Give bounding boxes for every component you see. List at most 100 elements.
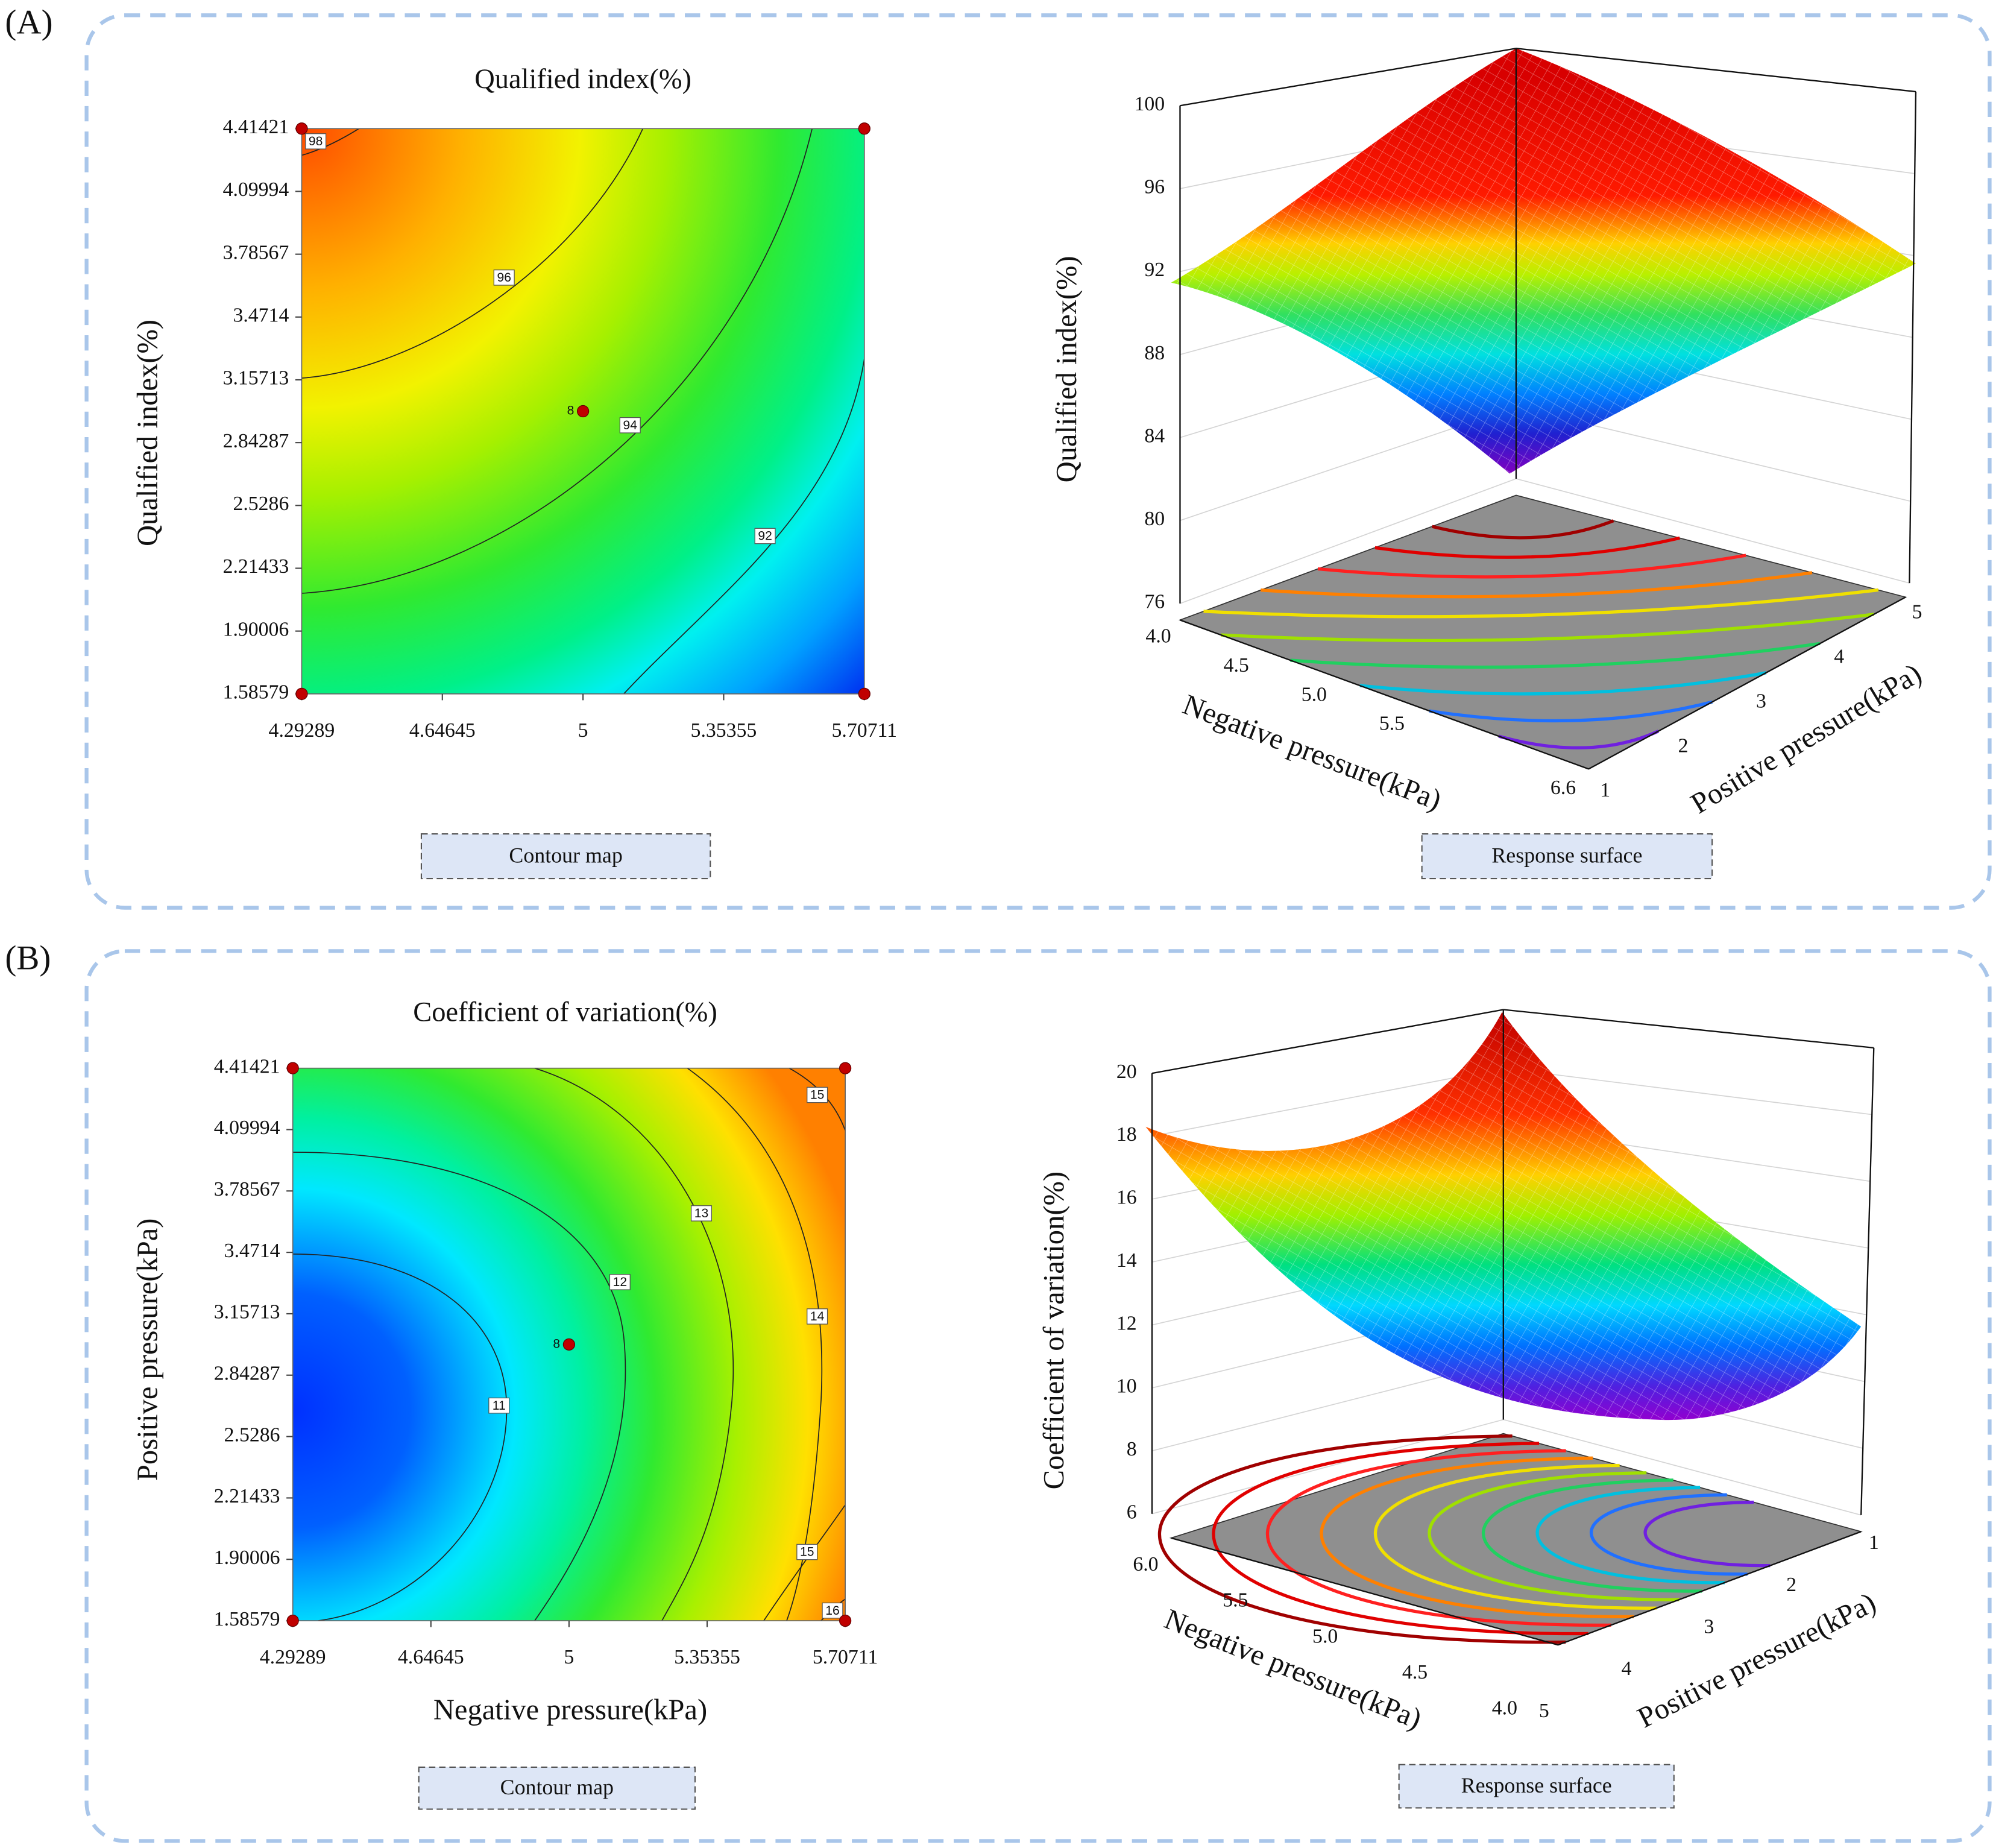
panel-frame — [84, 13, 1992, 910]
y-tick-label: 5 — [1912, 601, 1922, 623]
contour-label: 13 — [694, 1206, 708, 1220]
x-tick-label: 4.64645 — [398, 1646, 464, 1668]
y-axis-label: Qualified index(%) — [131, 320, 163, 546]
z-tick-label: 88 — [1144, 342, 1165, 364]
box-edge — [1151, 1009, 1504, 1074]
floor-contour — [1290, 642, 1821, 669]
contour-label: 14 — [810, 1310, 825, 1323]
floor-contour — [1590, 1493, 1748, 1576]
y-tick-label: 4.09994 — [214, 1117, 280, 1139]
y-tick-label: 4.41421 — [223, 116, 289, 138]
design-point — [295, 687, 308, 700]
y-tick-label: 2 — [1786, 1574, 1796, 1596]
contour-label-box — [807, 1308, 828, 1325]
contour-label: 15 — [810, 1088, 824, 1102]
x-tick-label: 5 — [578, 719, 588, 742]
floor-contour — [1320, 1456, 1634, 1618]
contour-label: 98 — [309, 134, 323, 148]
z-tick-label: 92 — [1144, 259, 1165, 281]
contour-label: 15 — [800, 1545, 814, 1559]
y-tick-label: 3.4714 — [224, 1240, 280, 1262]
contour-label: 12 — [613, 1275, 627, 1289]
z-tick-label: 14 — [1116, 1249, 1137, 1272]
x-tick-label: 4.5 — [1224, 654, 1249, 676]
x-tick-label: 4.5 — [1402, 1661, 1428, 1683]
chart-title: Coefficient of variation(%) — [413, 997, 717, 1028]
z-axis-label: Qualified index(%) — [1050, 256, 1083, 482]
floor-contour — [1265, 1449, 1611, 1627]
y-tick-label: 3 — [1704, 1615, 1714, 1638]
design-point — [839, 1062, 852, 1074]
x-tick-label: 5.70711 — [832, 719, 898, 742]
x-axis-label: Negative pressure(kPa) — [1179, 688, 1446, 816]
caption-box — [420, 833, 711, 880]
contour-label-box — [305, 133, 327, 150]
x-tick-label: 5.0 — [1302, 683, 1327, 705]
contour-line — [623, 359, 865, 695]
contour-label-box — [488, 1397, 510, 1414]
chart-title: Qualified index(%) — [474, 64, 691, 95]
contour-label-box — [609, 1274, 631, 1290]
floor-contour — [1374, 536, 1680, 559]
floor-contour — [1373, 1463, 1657, 1610]
contour-label-box — [619, 417, 641, 434]
contour-label: 94 — [623, 418, 638, 432]
floor-contour — [1643, 1500, 1771, 1568]
x-tick-label: 5.35355 — [674, 1646, 740, 1668]
contour-label-box — [493, 270, 515, 286]
y-tick-label: 1.90006 — [214, 1547, 280, 1569]
design-point — [295, 122, 308, 135]
y-tick-label: 2.5286 — [224, 1424, 280, 1446]
x-tick-label: 4.29289 — [269, 719, 335, 742]
design-point — [858, 122, 870, 135]
caption: Contour map — [500, 1775, 614, 1799]
contour-line — [534, 1067, 734, 1621]
floor-contour — [1431, 519, 1614, 540]
z-tick-label: 10 — [1116, 1375, 1137, 1398]
y-axis-label: Positive pressure(kPa) — [1632, 1586, 1881, 1735]
design-point — [562, 1338, 576, 1351]
x-tick-label: 5.70711 — [813, 1646, 878, 1668]
z-tick-label: 96 — [1144, 176, 1165, 198]
y-tick-label: 3.4714 — [233, 304, 289, 327]
x-tick-label: 4.0 — [1145, 625, 1171, 648]
box-edge — [1588, 596, 1906, 770]
y-tick-label: 2.5286 — [233, 493, 289, 515]
y-tick-label: 2.84287 — [214, 1363, 280, 1385]
z-tick-label: 16 — [1116, 1187, 1137, 1209]
caption-box — [1421, 833, 1713, 880]
z-tick-label: 8 — [1127, 1438, 1137, 1460]
box-edge — [1860, 1047, 1875, 1515]
box-edge — [1171, 1537, 1558, 1646]
contour-line — [687, 1067, 823, 1621]
y-tick-label: 1.90006 — [223, 618, 289, 640]
y-tick-label: 4 — [1622, 1657, 1632, 1680]
contour-label-box — [690, 1205, 713, 1222]
y-tick-label: 1.58579 — [223, 681, 289, 704]
z-axis-label: Coefficient of variation(%) — [1037, 1172, 1070, 1490]
x-tick-label: 5.5 — [1379, 713, 1405, 735]
floor-contour — [1359, 671, 1767, 696]
y-tick-label: 2.21433 — [223, 555, 289, 578]
floor-contour — [1157, 1434, 1566, 1644]
x-tick-label: 5.0 — [1312, 1625, 1338, 1647]
z-tick-label: 80 — [1144, 508, 1165, 530]
y-tick-label: 4 — [1834, 645, 1844, 667]
contour-label: 16 — [825, 1604, 839, 1618]
x-tick-label: 5.35355 — [691, 719, 757, 742]
floor-contour — [1428, 1471, 1680, 1601]
floor-contour — [1221, 613, 1874, 642]
contour-label: 11 — [493, 1399, 506, 1413]
x-tick-label: 4.29289 — [260, 1646, 326, 1668]
contour-line — [292, 1152, 626, 1621]
y-tick-label: 4.09994 — [223, 178, 289, 201]
design-point — [286, 1614, 299, 1627]
box-edge — [1909, 92, 1917, 584]
y-tick-label: 2.21433 — [214, 1485, 280, 1507]
box-edge — [1558, 1531, 1862, 1646]
y-tick-label: 3.78567 — [223, 241, 289, 263]
box-edge — [1516, 48, 1916, 93]
floor-contour — [1212, 1442, 1588, 1636]
x-tick-label: 5.5 — [1223, 1589, 1248, 1612]
contour-line — [301, 128, 813, 594]
